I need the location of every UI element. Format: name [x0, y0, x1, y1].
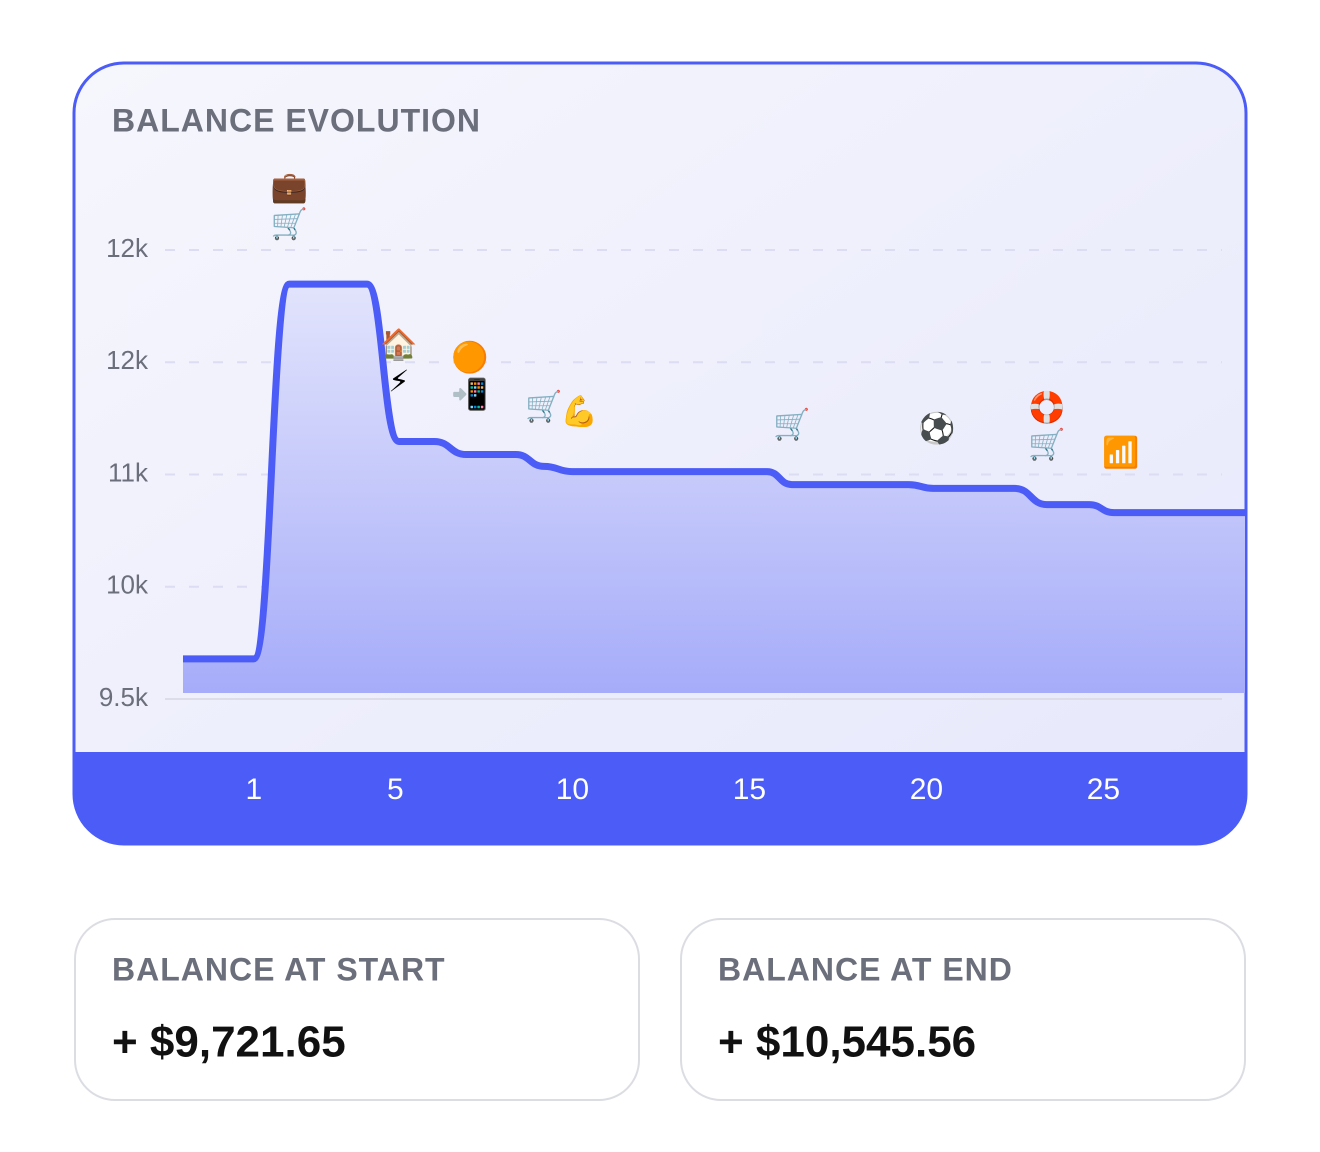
y-tick-label: 11k: [108, 457, 149, 487]
annotation-icon: 📶: [1102, 435, 1139, 470]
x-tick-label: 20: [910, 773, 943, 806]
summary-label: BALANCE AT START: [112, 951, 446, 987]
y-tick-label: 10k: [106, 570, 149, 600]
x-axis-band: [74, 752, 1246, 844]
y-tick-label: 9.5k: [99, 682, 149, 712]
annotation-icon: 🛒: [271, 206, 308, 241]
annotation-icon: 💪: [561, 394, 598, 429]
summary-value: + $9,721.65: [112, 1018, 346, 1067]
annotation-icon: 💼: [271, 171, 308, 204]
card-border: [72, 61, 1248, 846]
card-background: [74, 63, 1246, 844]
annotation-icon: 🛒: [773, 407, 810, 442]
annotation-icon: 🛟: [1028, 390, 1065, 425]
summary-label: BALANCE AT END: [718, 951, 1013, 987]
annotation-icon: 🟠: [451, 339, 488, 374]
x-tick-label: 1: [245, 773, 262, 806]
chart-title: BALANCE EVOLUTION: [112, 102, 481, 138]
annotation-icon: ⚽: [917, 410, 955, 445]
balance-line: [182, 280, 1245, 663]
x-tick-label: 15: [733, 773, 766, 806]
annotation-icon: ⚡: [388, 365, 409, 398]
x-tick-label: 5: [387, 773, 404, 806]
summary-card: [74, 918, 640, 1101]
chart-card: [74, 63, 1246, 844]
y-tick-label: 12k: [106, 345, 149, 375]
x-tick-label: 25: [1087, 773, 1120, 806]
summary-value: + $10,545.56: [718, 1018, 976, 1067]
area: [183, 284, 1245, 693]
x-tick-label: 10: [556, 773, 589, 806]
annotation-icon: 🛒: [525, 388, 562, 423]
annotation-icon: 🏠: [380, 327, 417, 361]
annotation-icon: 📲: [451, 376, 488, 411]
y-tick-label: 12k: [106, 233, 149, 263]
annotation-icon: 🛒: [1028, 427, 1065, 462]
summary-card: [680, 918, 1246, 1101]
